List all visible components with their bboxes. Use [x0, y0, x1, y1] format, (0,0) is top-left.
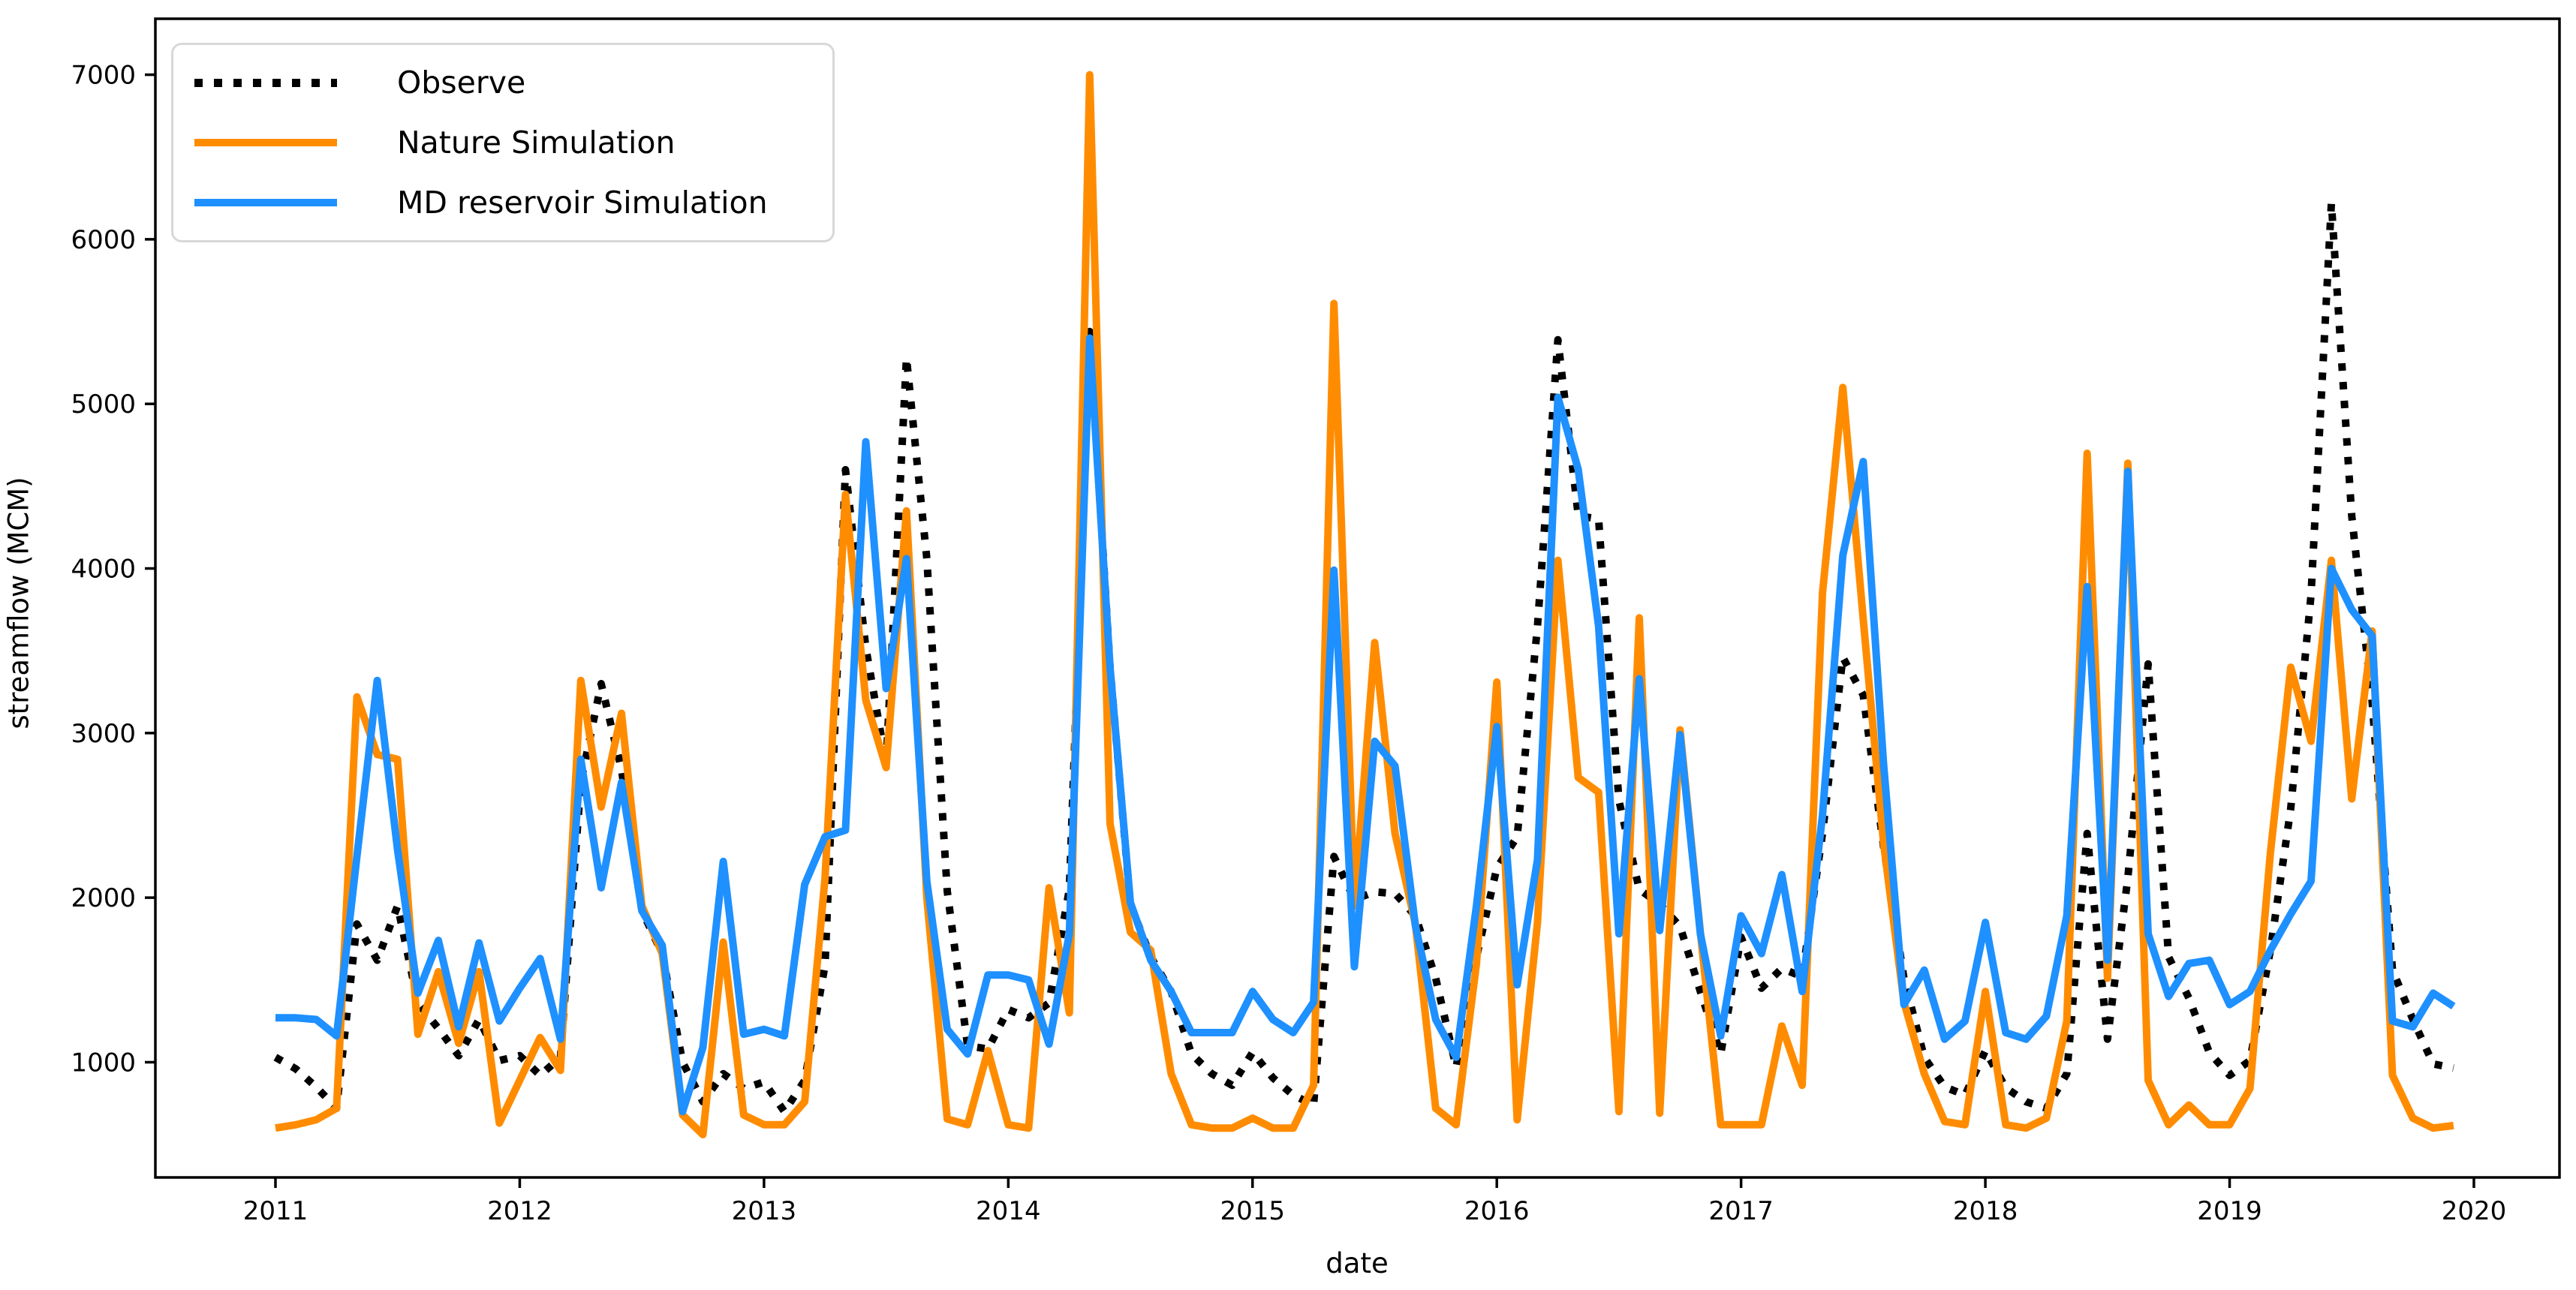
y-tick-label: 1000	[71, 1048, 136, 1078]
legend-label-nature-simulation: Nature Simulation	[397, 125, 676, 161]
x-tick-label: 2014	[976, 1196, 1041, 1226]
legend-item-nature-simulation: Nature Simulation	[173, 113, 832, 173]
plot-spines	[154, 17, 2561, 1179]
x-tick-label: 2018	[1953, 1196, 2018, 1226]
y-tick-label: 3000	[71, 719, 136, 749]
y-tick-label: 7000	[71, 61, 136, 91]
legend: Observe Nature Simulation MD reservoir S…	[171, 43, 835, 242]
legend-label-md-reservoir-simulation: MD reservoir Simulation	[397, 185, 768, 221]
legend-item-observe: Observe	[173, 53, 832, 113]
series-line-observe	[273, 199, 2454, 1116]
x-axis-label: date	[1326, 1247, 1389, 1279]
legend-item-md-reservoir-simulation: MD reservoir Simulation	[173, 173, 832, 233]
x-tick-label: 2015	[1220, 1196, 1285, 1226]
y-tick-label: 6000	[71, 225, 136, 255]
x-tick-label: 2020	[2442, 1196, 2507, 1226]
x-tick-label: 2016	[1464, 1196, 1530, 1226]
y-tick-label: 5000	[71, 389, 136, 419]
y-tick-label: 2000	[71, 883, 136, 913]
x-tick-label: 2012	[487, 1196, 552, 1226]
orange-line-icon	[194, 139, 337, 146]
x-tick-label: 2017	[1708, 1196, 1774, 1226]
series-line-md-reservoir-simulation	[275, 334, 2456, 1116]
x-tick-label: 2013	[732, 1196, 797, 1226]
x-tick-label: 2011	[243, 1196, 308, 1226]
legend-label-observe: Observe	[397, 65, 526, 101]
y-tick-label: 4000	[71, 555, 136, 585]
dotted-line-icon	[194, 78, 337, 87]
blue-line-icon	[194, 199, 337, 206]
x-tick-label: 2019	[2197, 1196, 2262, 1226]
y-axis-label: streamflow (MCM)	[2, 477, 35, 729]
